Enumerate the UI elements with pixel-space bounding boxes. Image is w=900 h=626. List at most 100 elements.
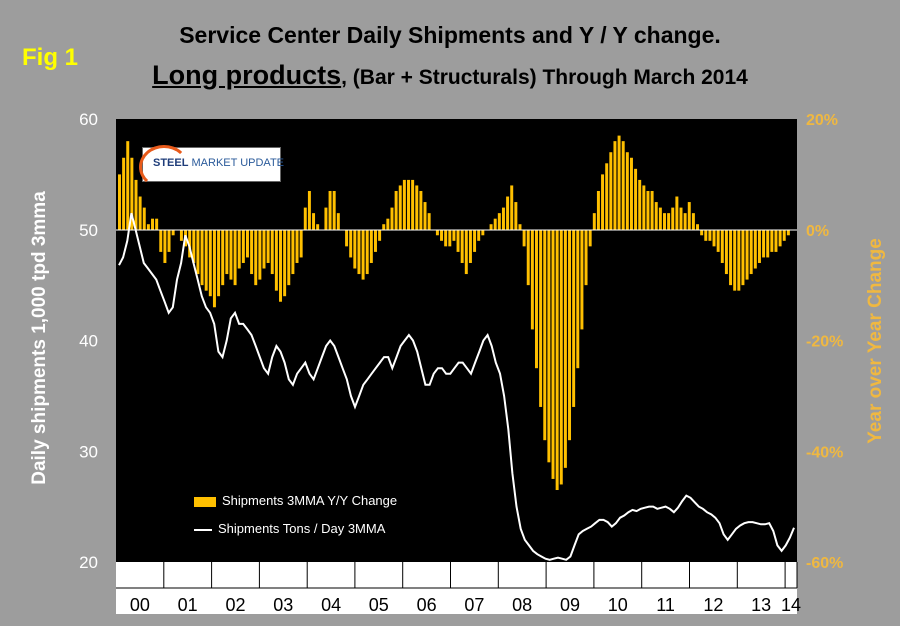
yoy-bar	[130, 157, 134, 230]
yoy-bar	[266, 229, 270, 263]
logo-arc-icon	[139, 145, 189, 189]
yoy-bar	[171, 229, 175, 236]
yoy-bar	[245, 229, 249, 258]
yoy-bar	[134, 179, 138, 230]
x-tick-label: 06	[417, 595, 437, 615]
yoy-bar	[254, 229, 258, 286]
yoy-bar	[551, 229, 555, 479]
yoy-bar	[729, 229, 733, 286]
yoy-bar	[621, 141, 625, 230]
x-tick-label: 01	[178, 595, 198, 615]
yoy-bar	[588, 229, 592, 247]
yoy-bar	[576, 229, 580, 369]
yoy-bar	[440, 229, 444, 241]
y-axis-right-label: Year over Year Change	[865, 238, 886, 444]
yoy-bar	[390, 207, 394, 230]
yoy-bar	[324, 207, 328, 230]
yoy-bar	[217, 229, 221, 297]
yoy-bar	[510, 185, 514, 230]
yoy-bar	[212, 229, 216, 308]
yoy-bar	[737, 229, 741, 291]
yoy-bar	[658, 207, 662, 230]
yoy-bar	[596, 190, 600, 230]
yoy-bar	[373, 229, 377, 252]
y-right-tick-label: -40%	[806, 444, 843, 461]
y-axis-left-label: Daily shipments 1,000 tpd 3mma	[29, 191, 50, 485]
yoy-bar	[122, 157, 126, 230]
yoy-bar	[625, 152, 629, 230]
yoy-bar	[493, 218, 497, 230]
chart-title-emphasis: Long products	[152, 60, 342, 90]
yoy-bar	[473, 229, 477, 252]
yoy-bar	[287, 229, 291, 286]
x-tick-label: 00	[130, 595, 150, 615]
yoy-bar	[221, 229, 225, 286]
y-left-tick-label: 40	[79, 332, 98, 351]
yoy-bar	[584, 229, 588, 286]
chart-title-line2: Long products, (Bar + Structurals) Throu…	[0, 60, 900, 91]
yoy-bar	[167, 229, 171, 252]
yoy-bar	[270, 229, 274, 275]
yoy-bar	[716, 229, 720, 252]
yoy-bar	[547, 229, 551, 463]
yoy-bar	[724, 229, 728, 275]
yoy-bar	[241, 229, 245, 263]
yoy-bar	[539, 229, 543, 407]
yoy-bar	[671, 207, 675, 230]
legend-label-tons: Shipments Tons / Day 3MMA	[218, 521, 386, 536]
yoy-bar	[675, 196, 679, 230]
yoy-bar	[712, 229, 716, 247]
x-axis-ticks: 00 01 02 03 04 05 06 07 08 09 10 11 12 13 14	[116, 562, 801, 615]
yoy-bar	[233, 229, 237, 286]
x-tick-label: 13	[751, 595, 771, 615]
yoy-bar	[365, 229, 369, 275]
yoy-bar	[720, 229, 724, 263]
yoy-bar	[468, 229, 472, 263]
yoy-bar	[786, 229, 790, 236]
yoy-bar	[394, 190, 398, 230]
yoy-bar	[555, 229, 559, 491]
y-right-tick-label: -60%	[806, 555, 843, 572]
yoy-bar	[204, 229, 208, 291]
x-tick-label: 08	[512, 595, 532, 615]
x-tick-label: 02	[225, 595, 245, 615]
yoy-bar	[572, 229, 576, 407]
yoy-bar	[208, 229, 212, 297]
x-tick-label: 09	[560, 595, 580, 615]
yoy-bar	[151, 218, 154, 230]
yoy-bar	[357, 229, 361, 275]
yoy-bar	[332, 190, 336, 230]
yoy-bar	[274, 229, 278, 291]
y-right-tick-label: -20%	[806, 334, 843, 351]
yoy-bar	[753, 229, 757, 269]
yoy-bar	[382, 224, 386, 230]
yoy-bar	[229, 229, 233, 280]
x-tick-label: 10	[608, 595, 628, 615]
y-left-tick-label: 30	[79, 442, 98, 461]
yoy-bar	[411, 179, 415, 230]
yoy-bar	[258, 229, 262, 280]
yoy-bar	[435, 229, 439, 236]
chart-legend: Shipments 3MMA Y/Y Change Shipments Tons…	[188, 483, 450, 551]
yoy-bar	[530, 229, 534, 330]
yoy-bar	[419, 190, 423, 230]
yoy-bar	[526, 229, 530, 286]
yoy-bar	[138, 196, 142, 230]
yoy-bar	[159, 229, 163, 252]
yoy-bar	[345, 229, 349, 247]
yoy-bar	[386, 218, 390, 230]
yoy-bar	[262, 229, 266, 269]
yoy-bar	[179, 229, 183, 241]
yoy-bar	[774, 229, 778, 252]
yoy-bar	[489, 224, 493, 230]
legend-item-yoy: Shipments 3MMA Y/Y Change	[194, 493, 397, 508]
yoy-bar	[192, 229, 196, 263]
yoy-bar	[303, 207, 307, 230]
x-tick-label: 11	[656, 595, 675, 615]
yoy-bar	[307, 190, 311, 230]
yoy-bar	[444, 229, 448, 247]
yoy-bar	[415, 185, 419, 230]
yoy-bar	[506, 196, 510, 230]
legend-line-swatch	[194, 528, 212, 531]
yoy-bar	[613, 141, 617, 230]
